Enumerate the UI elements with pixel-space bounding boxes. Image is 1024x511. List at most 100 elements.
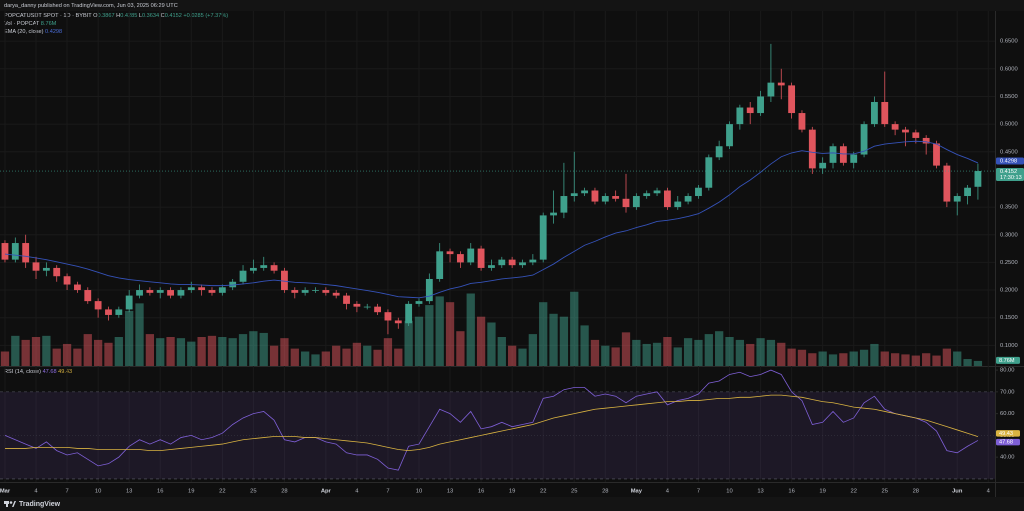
volume-bar (518, 348, 527, 366)
x-tick-label: Mar (0, 489, 11, 495)
x-tick-label: 28 (281, 489, 287, 495)
open-value: 0.3867 (97, 13, 114, 19)
rsi-tag-label: 47.68 (999, 440, 1013, 446)
volume-bar (911, 355, 920, 366)
candle-body (529, 259, 537, 263)
candle-body (767, 82, 775, 97)
logo-part (6, 503, 8, 507)
candle-body (550, 212, 557, 216)
x-tick-label: 10 (416, 489, 422, 495)
volume-value: 8.76M (41, 21, 57, 27)
volume-legend: Vol · POPCAT 8.76M (4, 21, 57, 27)
volume-bar (487, 322, 496, 366)
volume-bar (725, 336, 734, 366)
rsi-tag-box (996, 438, 1020, 446)
candle-body (902, 129, 909, 133)
close-value: 0.4152 (165, 13, 182, 19)
ema-tag-box (996, 157, 1024, 165)
candle-body (964, 187, 971, 197)
candle-body (539, 215, 547, 260)
price-tag-box (996, 168, 1024, 182)
symbol: POPCATUSDT SPOT · 1D · BYBIT (4, 13, 92, 19)
rsi-ma-line (4, 394, 979, 452)
candle-body (94, 301, 102, 310)
candle-body (860, 124, 868, 155)
volume-bar (953, 351, 962, 366)
candle-body (622, 198, 630, 208)
candle-body (715, 146, 723, 158)
candle-body (446, 251, 454, 255)
candle-body (1, 243, 9, 260)
y-tick-label: 0.3000 (1000, 232, 1018, 238)
rsi-tick-label: 80.00 (1000, 368, 1015, 374)
change: +0.0285 (+7.37%) (183, 13, 228, 19)
volume-bar (673, 347, 682, 366)
candle-body (198, 287, 206, 291)
volume-bar (508, 345, 517, 366)
x-tick-label: May (631, 489, 643, 495)
volume-bar (373, 349, 382, 366)
volume-title: Vol · POPCAT (4, 21, 40, 27)
volume-bar (259, 332, 268, 366)
volume-bar (104, 342, 113, 366)
candle-body (498, 259, 506, 266)
x-tick-label: 4 (666, 489, 670, 495)
volume-bar (715, 331, 724, 366)
x-tick-label: 19 (509, 489, 515, 495)
volume-bar (942, 348, 952, 366)
candle-body (581, 190, 589, 194)
y-tick-label: 0.6500 (1000, 39, 1018, 45)
y-tick-label: 0.1500 (1000, 315, 1018, 321)
volume-bar (601, 345, 610, 366)
x-tick-label: 16 (157, 489, 163, 495)
volume-bar (466, 293, 475, 366)
rsi-tick-label: 40.00 (1000, 455, 1015, 461)
candle-body (819, 162, 827, 169)
volume-bar (839, 353, 848, 366)
volume-bar (176, 338, 186, 366)
x-tick-label: 25 (571, 489, 577, 495)
candle-body (663, 190, 671, 208)
candle-body (467, 248, 475, 263)
volume-bar (559, 316, 569, 366)
footer-brand: TradingView (19, 501, 61, 508)
rsi-value: 47.68 (43, 369, 57, 375)
volume-bar (849, 351, 858, 366)
volume-bar (870, 343, 879, 366)
candle-body (42, 267, 50, 271)
volume-bar (311, 354, 320, 366)
logo-part (12, 501, 16, 507)
candle-body (612, 196, 620, 199)
x-tick-label: 16 (478, 489, 484, 495)
volume-bar (694, 339, 703, 366)
symbol-legend: POPCATUSDT SPOT · 1D · BYBIT O0.3867 H 0.… (4, 13, 228, 19)
candle-body (187, 287, 195, 291)
volume-bar (590, 339, 600, 366)
candle-body (415, 301, 423, 304)
ema-line (4, 140, 979, 299)
volume-bar (383, 338, 393, 366)
candle-body (312, 290, 319, 291)
volume-bar (973, 360, 983, 366)
volume-tag-box (996, 356, 1020, 364)
candle-body (684, 196, 692, 202)
candle-body (871, 101, 878, 125)
volume-bar (445, 302, 455, 366)
volume-bar (321, 351, 330, 366)
candle-body (291, 290, 299, 293)
candle-body (260, 265, 268, 268)
byline: darya_danny published on TradingView.com… (4, 3, 178, 9)
x-tick-label: 10 (726, 489, 732, 495)
candle-body (53, 267, 61, 277)
volume-tag-label: 8.76M (999, 358, 1015, 364)
volume-bar (394, 348, 403, 366)
volume-bar (632, 339, 641, 366)
rsi-ma-tag-box (996, 430, 1020, 437)
candle-body (229, 281, 237, 288)
candle-body (456, 254, 464, 263)
volume-bar (456, 331, 465, 366)
candle-body (695, 187, 702, 197)
candle-body (746, 107, 754, 114)
candle-body (63, 276, 71, 285)
